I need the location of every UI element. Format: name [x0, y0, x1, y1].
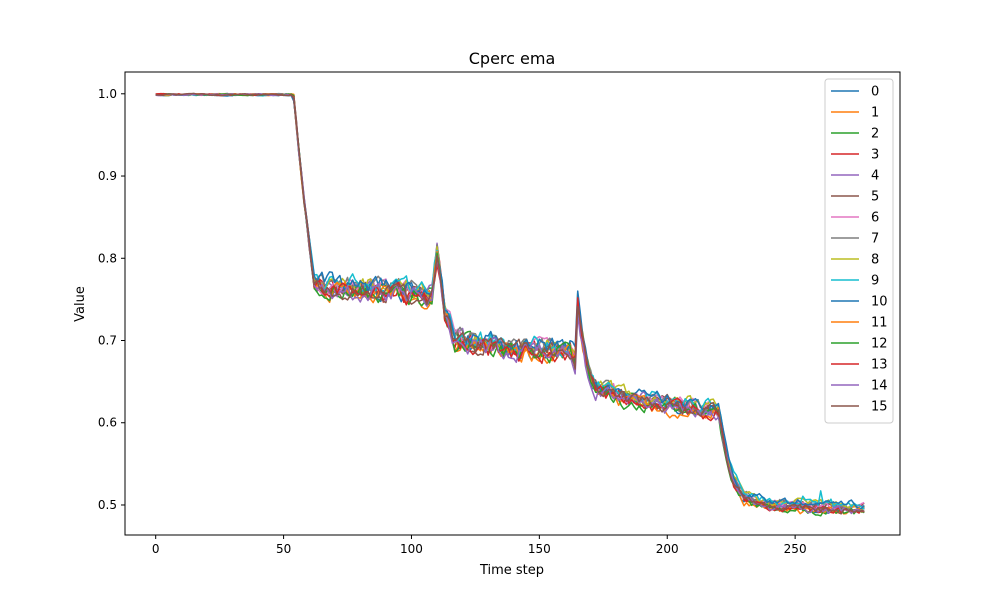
- y-tick-label: 0.7: [98, 334, 117, 348]
- x-tick-label: 100: [400, 542, 423, 556]
- legend-label-7: 7: [871, 232, 879, 247]
- legend-label-13: 13: [871, 358, 888, 373]
- y-tick-label: 1.0: [98, 87, 117, 101]
- y-tick-label: 0.6: [98, 416, 117, 430]
- series-line-15: [155, 92, 865, 515]
- legend-label-4: 4: [871, 169, 879, 184]
- plot-frame: [124, 71, 901, 536]
- legend-label-5: 5: [871, 190, 879, 205]
- legend-label-15: 15: [871, 400, 888, 415]
- legend-box: [824, 78, 894, 424]
- y-tick-label: 0.5: [98, 498, 117, 512]
- legend-label-10: 10: [871, 295, 888, 310]
- series-line-14: [155, 93, 865, 515]
- legend-label-11: 11: [871, 316, 888, 331]
- series-layer: [155, 92, 865, 517]
- x-axis-label: Time step: [479, 563, 544, 578]
- x-tick-label: 50: [276, 542, 291, 556]
- legend-label-0: 0: [871, 85, 879, 100]
- chart-title: Cperc ema: [469, 49, 556, 68]
- x-tick-label: 200: [656, 542, 679, 556]
- legend-label-6: 6: [871, 211, 879, 226]
- x-tick-label: 150: [528, 542, 551, 556]
- y-tick-label: 0.9: [98, 169, 117, 183]
- x-tick-label: 0: [152, 542, 160, 556]
- legend-label-12: 12: [871, 337, 888, 352]
- y-tick-label: 0.8: [98, 251, 117, 265]
- legend-label-2: 2: [871, 127, 879, 142]
- y-axis-label: Value: [73, 286, 88, 322]
- legend-label-1: 1: [871, 106, 879, 121]
- legend-label-9: 9: [871, 274, 879, 289]
- legend-label-14: 14: [871, 379, 888, 394]
- legend-label-3: 3: [871, 148, 879, 163]
- legend-label-8: 8: [871, 253, 879, 268]
- tick-layer: 0 50 100 150 200 250 0.5 0.6 0.7 0.8 0.9 1.0: [98, 87, 807, 556]
- x-tick-label: 250: [784, 542, 807, 556]
